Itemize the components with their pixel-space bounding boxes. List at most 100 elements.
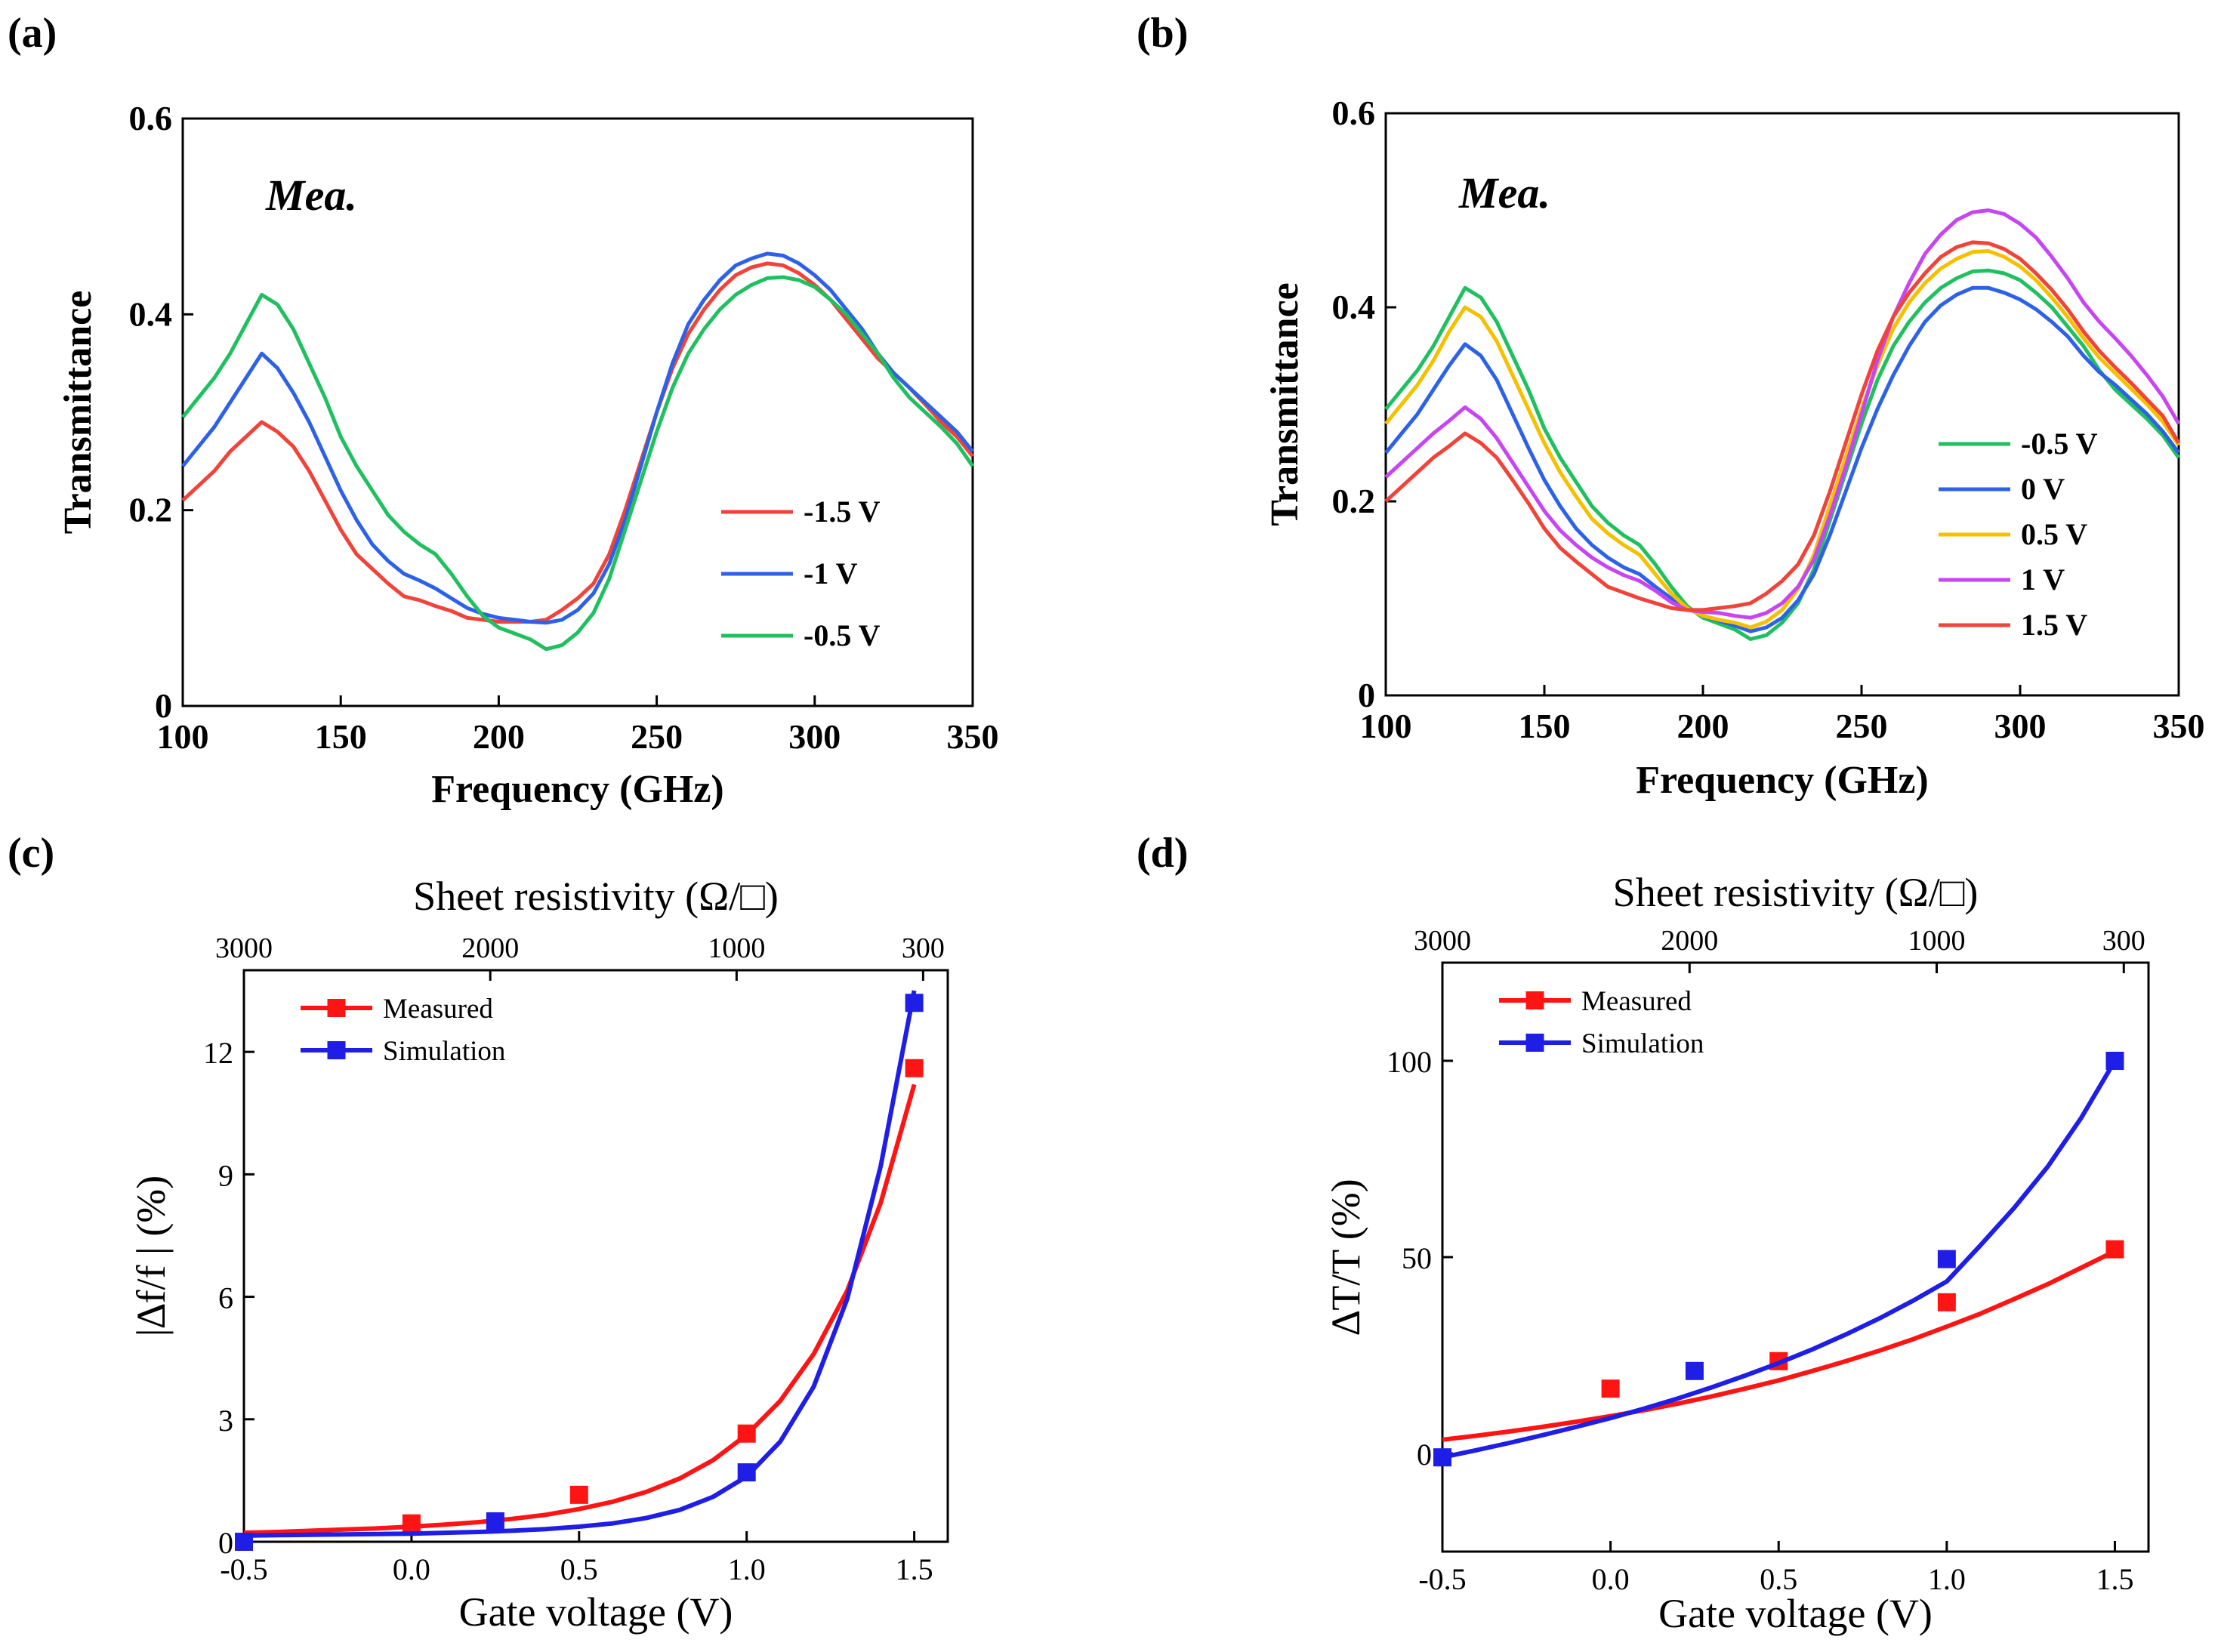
annotation-mea: Mea. bbox=[1458, 168, 1550, 217]
legend-label: Measured bbox=[383, 994, 493, 1025]
y-tick-label: 0.6 bbox=[1332, 94, 1376, 132]
y-tick-label: 0.4 bbox=[129, 294, 173, 333]
x-tick-label: 1.0 bbox=[1928, 1562, 1966, 1596]
data-point bbox=[2105, 1052, 2124, 1070]
y-tick-label: 0.6 bbox=[129, 99, 173, 137]
data-point bbox=[737, 1424, 756, 1443]
y-axis-label: |∆f/f | (%) bbox=[128, 1176, 174, 1337]
chart-a-transmittance: 100 150 200 250 300 350 0 0.2 0.4 0.6 Frequency (G… bbox=[57, 99, 999, 811]
legend-label: 1 V bbox=[2021, 562, 2065, 596]
y-tick-label: 6 bbox=[218, 1281, 233, 1315]
legend-label: Simulation bbox=[1581, 1028, 1704, 1059]
plot-frame bbox=[1441, 961, 2150, 1553]
data-point bbox=[2105, 1240, 2124, 1259]
data-point bbox=[1433, 1448, 1451, 1467]
x-tick-label: 300 bbox=[1994, 707, 2047, 745]
legend-label: -0.5 V bbox=[2021, 427, 2098, 461]
x-tick-label: -0.5 bbox=[220, 1552, 267, 1586]
legend-label: Simulation bbox=[383, 1036, 505, 1067]
series-line bbox=[181, 251, 974, 625]
x-tick-label: 1.0 bbox=[728, 1552, 766, 1586]
x-tick-label: 350 bbox=[947, 717, 999, 756]
x-axis-label: Frequency (GHz) bbox=[431, 768, 724, 811]
legend-marker bbox=[327, 1041, 346, 1059]
y-tick-label: 100 bbox=[1387, 1045, 1432, 1079]
data-point bbox=[1601, 1379, 1620, 1398]
data-point bbox=[905, 994, 924, 1012]
top-tick-label: 1000 bbox=[708, 932, 765, 964]
y-tick-label: 0 bbox=[1358, 676, 1375, 714]
fit-line bbox=[1442, 1059, 2118, 1460]
series-line bbox=[181, 275, 975, 652]
x-tick-label: 0.0 bbox=[1592, 1562, 1630, 1596]
legend-label: 0 V bbox=[2021, 472, 2065, 506]
plot-frame bbox=[242, 969, 949, 1543]
legend-label: 1.5 V bbox=[2021, 608, 2087, 642]
data-point bbox=[737, 1463, 756, 1482]
data-point bbox=[1685, 1361, 1704, 1380]
series-line bbox=[1384, 240, 2181, 612]
data-point bbox=[1937, 1250, 1956, 1268]
y-tick-label: 0 bbox=[218, 1526, 233, 1560]
data-point bbox=[235, 1533, 253, 1551]
x-tick-label: 150 bbox=[315, 717, 367, 756]
y-tick-label: 0.2 bbox=[129, 491, 173, 529]
x-tick-label: 250 bbox=[1836, 707, 1888, 745]
data-point bbox=[402, 1514, 421, 1533]
x-tick-label: 1.5 bbox=[896, 1552, 933, 1586]
data-point bbox=[569, 1485, 588, 1504]
series-line bbox=[1384, 249, 2181, 630]
y-tick-label: 3 bbox=[218, 1404, 233, 1438]
annotation-mea: Mea. bbox=[265, 171, 357, 220]
y-axis-label: Transmittance bbox=[1263, 282, 1306, 526]
data-point bbox=[1937, 1293, 1956, 1311]
chart-d-transmittance-change: -0.5 0.0 0.5 1.0 1.5 0 50 100 Gate voltage (V) ∆T… bbox=[1323, 870, 2150, 1636]
x-tick-label: -0.5 bbox=[1418, 1562, 1466, 1596]
legend-label: 0.5 V bbox=[2021, 517, 2087, 551]
top-tick-label: 3000 bbox=[215, 932, 273, 964]
legend-marker bbox=[1525, 991, 1544, 1009]
top-tick-label: 3000 bbox=[1414, 925, 1471, 957]
legend-marker bbox=[1525, 1034, 1544, 1052]
x-tick-label: 0.5 bbox=[1760, 1562, 1797, 1596]
top-tick-label: 2000 bbox=[1661, 925, 1718, 957]
panel-label-d: (d) bbox=[1137, 830, 1188, 877]
plot-frame bbox=[1384, 112, 2180, 697]
x-tick-label: 100 bbox=[1360, 707, 1412, 745]
top-tick-label: 2000 bbox=[461, 932, 519, 964]
y-tick-label: 0.2 bbox=[1332, 482, 1376, 520]
chart-b-transmittance: 100 150 200 250 300 350 0 0.2 0.4 0.6 Frequency (G… bbox=[1263, 94, 2205, 802]
legend-label: -0.5 V bbox=[804, 618, 881, 652]
x-tick-label: 200 bbox=[1677, 707, 1729, 745]
y-tick-label: 0 bbox=[155, 686, 172, 725]
data-point bbox=[486, 1512, 504, 1530]
data-point bbox=[905, 1059, 924, 1077]
top-tick-label: 1000 bbox=[1908, 925, 1966, 957]
x-tick-label: 200 bbox=[473, 717, 525, 756]
panel-label-a: (a) bbox=[8, 10, 57, 57]
legend-label: Measured bbox=[1581, 986, 1692, 1017]
y-tick-label: 0.4 bbox=[1332, 288, 1376, 326]
top-tick-label: 300 bbox=[902, 932, 945, 964]
x-tick-label: 250 bbox=[631, 717, 683, 756]
panel-label-c: (c) bbox=[8, 830, 54, 877]
top-tick-label: 300 bbox=[2102, 925, 2145, 957]
legend-label: -1 V bbox=[804, 556, 858, 590]
x-tick-label: 350 bbox=[2153, 707, 2205, 745]
series-line bbox=[1384, 268, 2181, 641]
fit-line bbox=[1442, 1249, 2116, 1442]
y-tick-label: 0 bbox=[1417, 1438, 1432, 1472]
x-tick-label: 0.0 bbox=[393, 1552, 430, 1586]
top-axis-label: Sheet resistivity (Ω/□) bbox=[413, 874, 779, 919]
y-tick-label: 50 bbox=[1402, 1241, 1432, 1275]
legend-marker bbox=[327, 999, 346, 1017]
y-axis-label: Transmittance bbox=[57, 291, 100, 535]
y-axis-label: ∆T/T (%) bbox=[1323, 1179, 1368, 1335]
x-tick-label: 300 bbox=[788, 717, 841, 756]
plot-frame bbox=[181, 117, 974, 707]
series-line bbox=[1384, 285, 2181, 633]
series-line bbox=[181, 261, 974, 624]
x-tick-label: 0.5 bbox=[560, 1552, 598, 1586]
y-tick-label: 12 bbox=[203, 1036, 233, 1070]
